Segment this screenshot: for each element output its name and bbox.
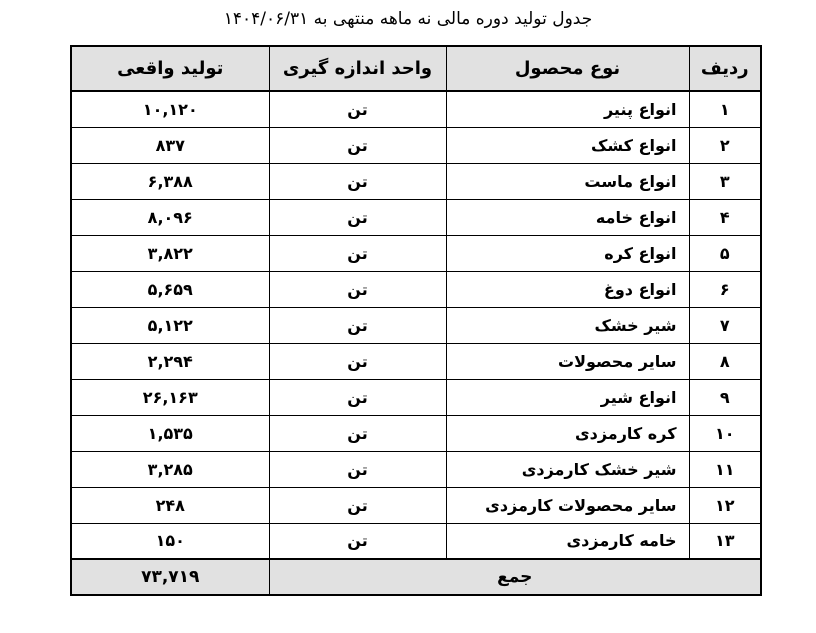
header-cell-product-type: نوع محصول	[445, 45, 690, 92]
table-row: ۵ انواع کره تن ۳,۸۲۲	[70, 234, 762, 272]
total-value-cell: ۷۳,۷۱۹	[70, 558, 270, 596]
table-row: ۲ انواع کشک تن ۸۳۷	[70, 126, 762, 164]
production-value-cell: ۲۶,۱۶۳	[70, 378, 270, 416]
product-name-cell: انواع کره	[445, 234, 690, 272]
row-number-cell: ۴	[688, 198, 762, 236]
unit-cell: تن	[268, 522, 447, 560]
row-number-cell: ۱۱	[688, 450, 762, 488]
table-body: ۱ انواع پنیر تن ۱۰,۱۲۰ ۲ انواع کشک تن ۸۳۷ ۳ انواع…	[70, 90, 762, 560]
production-value-cell: ۳,۸۲۲	[70, 234, 270, 272]
row-number-cell: ۶	[688, 270, 762, 308]
production-value-cell: ۳,۲۸۵	[70, 450, 270, 488]
table-row: ۶ انواع دوغ تن ۵,۶۵۹	[70, 270, 762, 308]
product-name-cell: انواع پنیر	[445, 90, 690, 128]
table-row: ۱۱ شیر خشک کارمزدی تن ۳,۲۸۵	[70, 450, 762, 488]
unit-cell: تن	[268, 126, 447, 164]
production-value-cell: ۸,۰۹۶	[70, 198, 270, 236]
product-name-cell: انواع دوغ	[445, 270, 690, 308]
unit-cell: تن	[268, 450, 447, 488]
unit-cell: تن	[268, 162, 447, 200]
header-cell-actual-production: تولید واقعی	[70, 45, 270, 92]
table-row: ۷ شیر خشک تن ۵,۱۲۲	[70, 306, 762, 344]
table-row: ۱۰ کره کارمزدی تن ۱,۵۳۵	[70, 414, 762, 452]
row-number-cell: ۱	[688, 90, 762, 128]
unit-cell: تن	[268, 414, 447, 452]
table-row: ۴ انواع خامه تن ۸,۰۹۶	[70, 198, 762, 236]
product-name-cell: شیر خشک	[445, 306, 690, 344]
row-number-cell: ۹	[688, 378, 762, 416]
row-number-cell: ۱۰	[688, 414, 762, 452]
row-number-cell: ۸	[688, 342, 762, 380]
unit-cell: تن	[268, 378, 447, 416]
table-row: ۱ انواع پنیر تن ۱۰,۱۲۰	[70, 90, 762, 128]
total-label-cell: جمع	[268, 558, 762, 596]
production-value-cell: ۱۰,۱۲۰	[70, 90, 270, 128]
header-row: ردیف نوع محصول واحد اندازه گیری تولید وا…	[70, 45, 762, 92]
row-number-cell: ۱۲	[688, 486, 762, 524]
production-value-cell: ۶,۳۸۸	[70, 162, 270, 200]
product-name-cell: انواع شیر	[445, 378, 690, 416]
row-number-cell: ۱۳	[688, 522, 762, 560]
row-number-cell: ۵	[688, 234, 762, 272]
production-value-cell: ۱,۵۳۵	[70, 414, 270, 452]
product-name-cell: خامه کارمزدی	[445, 522, 690, 560]
unit-cell: تن	[268, 270, 447, 308]
row-number-cell: ۲	[688, 126, 762, 164]
product-name-cell: سایر محصولات	[445, 342, 690, 380]
unit-cell: تن	[268, 342, 447, 380]
production-value-cell: ۸۳۷	[70, 126, 270, 164]
table-row: ۸ سایر محصولات تن ۲,۲۹۴	[70, 342, 762, 380]
page-title: جدول تولید دوره مالی نه ماهه منتهی به ۱۴…	[223, 9, 593, 29]
table-row: ۱۳ خامه کارمزدی تن ۱۵۰	[70, 522, 762, 560]
unit-cell: تن	[268, 198, 447, 236]
product-name-cell: کره کارمزدی	[445, 414, 690, 452]
row-number-cell: ۷	[688, 306, 762, 344]
production-value-cell: ۵,۶۵۹	[70, 270, 270, 308]
total-row: جمع ۷۳,۷۱۹	[70, 558, 762, 596]
production-value-cell: ۲۴۸	[70, 486, 270, 524]
production-value-cell: ۵,۱۲۲	[70, 306, 270, 344]
product-name-cell: انواع ماست	[445, 162, 690, 200]
production-value-cell: ۲,۲۹۴	[70, 342, 270, 380]
row-number-cell: ۳	[688, 162, 762, 200]
production-value-cell: ۱۵۰	[70, 522, 270, 560]
production-table: ردیف نوع محصول واحد اندازه گیری تولید وا…	[70, 45, 762, 596]
table-row: ۹ انواع شیر تن ۲۶,۱۶۳	[70, 378, 762, 416]
unit-cell: تن	[268, 486, 447, 524]
table-row: ۳ انواع ماست تن ۶,۳۸۸	[70, 162, 762, 200]
header-cell-unit: واحد اندازه گیری	[268, 45, 447, 92]
header-cell-row-number: ردیف	[688, 45, 762, 92]
product-name-cell: انواع خامه	[445, 198, 690, 236]
unit-cell: تن	[268, 234, 447, 272]
unit-cell: تن	[268, 90, 447, 128]
product-name-cell: شیر خشک کارمزدی	[445, 450, 690, 488]
unit-cell: تن	[268, 306, 447, 344]
product-name-cell: سایر محصولات کارمزدی	[445, 486, 690, 524]
product-name-cell: انواع کشک	[445, 126, 690, 164]
table-row: ۱۲ سایر محصولات کارمزدی تن ۲۴۸	[70, 486, 762, 524]
